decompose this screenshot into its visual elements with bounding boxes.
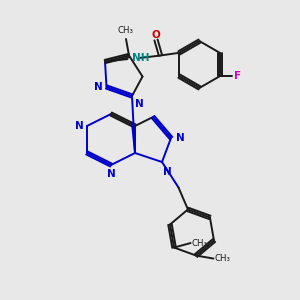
Text: N: N xyxy=(106,169,116,178)
Text: N: N xyxy=(75,121,83,131)
Text: O: O xyxy=(152,29,160,40)
Text: N: N xyxy=(176,133,184,143)
Text: N: N xyxy=(135,99,144,109)
Text: NH: NH xyxy=(132,53,149,64)
Text: F: F xyxy=(234,71,241,81)
Text: N: N xyxy=(164,167,172,176)
Text: CH₃: CH₃ xyxy=(191,238,207,247)
Text: N: N xyxy=(94,82,103,92)
Text: CH₃: CH₃ xyxy=(118,26,134,35)
Text: CH₃: CH₃ xyxy=(214,254,230,263)
